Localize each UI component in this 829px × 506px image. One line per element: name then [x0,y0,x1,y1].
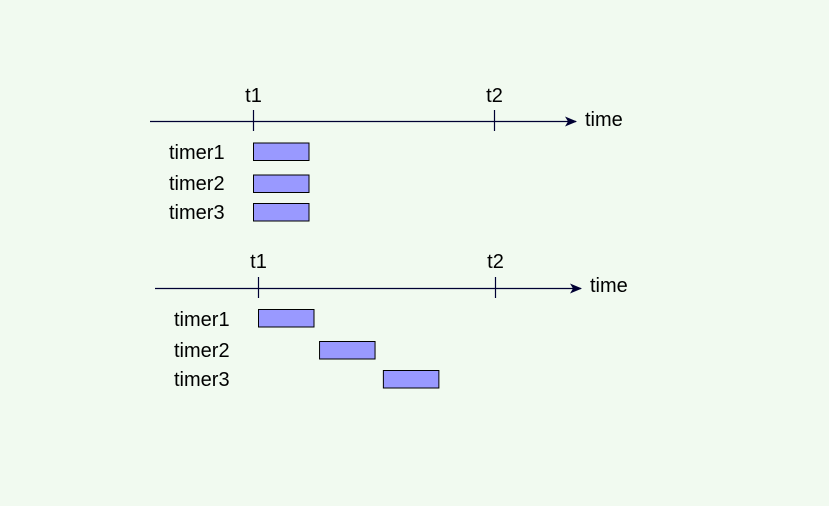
timer-bar-timer1 [258,309,315,328]
timer-bar-timer3 [253,203,310,222]
timer-label-timer3: timer3 [169,202,225,224]
axis-label: time [590,275,628,297]
timeline-2: time t1 t2 timer1 timer2 timer3 [155,251,628,391]
timeline-1: time t1 t2 timer1 timer2 timer3 [150,85,623,224]
tick-label-t1: t1 [245,85,262,107]
timer-bar-timer2 [319,341,376,360]
timer-bar-timer3 [382,370,440,389]
tick-label-t2: t2 [487,251,504,273]
timer-label-timer1: timer1 [174,309,230,331]
axis-label: time [585,109,623,131]
timer-label-timer2: timer2 [169,173,225,195]
timer-label-timer1: timer1 [169,142,225,164]
tick-label-t2: t2 [486,85,503,107]
timer-bar-timer1 [253,142,310,161]
tick-label-t1: t1 [250,251,267,273]
timer-label-timer3: timer3 [174,369,230,391]
timer-label-timer2: timer2 [174,340,230,362]
timer-bar-timer2 [253,174,310,193]
